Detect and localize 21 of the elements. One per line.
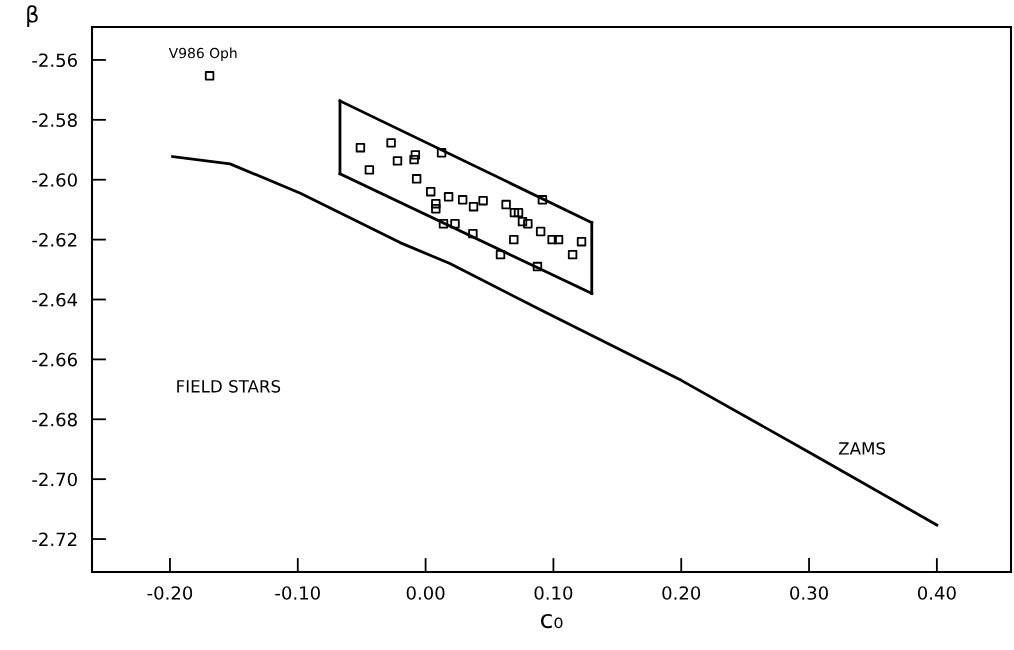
- y-tick-label: -2.60: [32, 173, 77, 187]
- x-axis-title: c₀: [540, 613, 563, 629]
- y-tick-label: -2.68: [32, 412, 77, 427]
- x-tick-label: 0.10: [534, 586, 573, 600]
- x-tick-label: 0.20: [662, 586, 701, 600]
- y-axis-title: β: [27, 5, 38, 27]
- x-tick-label: -0.20: [147, 586, 193, 600]
- y-tick-label: -2.70: [32, 472, 77, 487]
- x-tick-label: -0.10: [275, 586, 320, 600]
- y-tick-label: -2.64: [32, 292, 78, 307]
- x-tick-label: 0.00: [406, 586, 445, 600]
- annotation: ZAMS: [838, 442, 886, 455]
- y-tick-label: -2.62: [32, 233, 77, 247]
- annotation: FIELD STARS: [177, 380, 281, 393]
- y-tick-label: -2.66: [32, 352, 77, 367]
- x-tick-label: 0.40: [917, 586, 956, 600]
- y-tick-label: -2.58: [32, 113, 77, 127]
- y-tick-label: -2.56: [32, 53, 77, 68]
- x-tick-label: 0.30: [790, 586, 828, 600]
- y-tick-label: -2.72: [32, 532, 77, 546]
- annotation: V986 Oph: [168, 47, 237, 61]
